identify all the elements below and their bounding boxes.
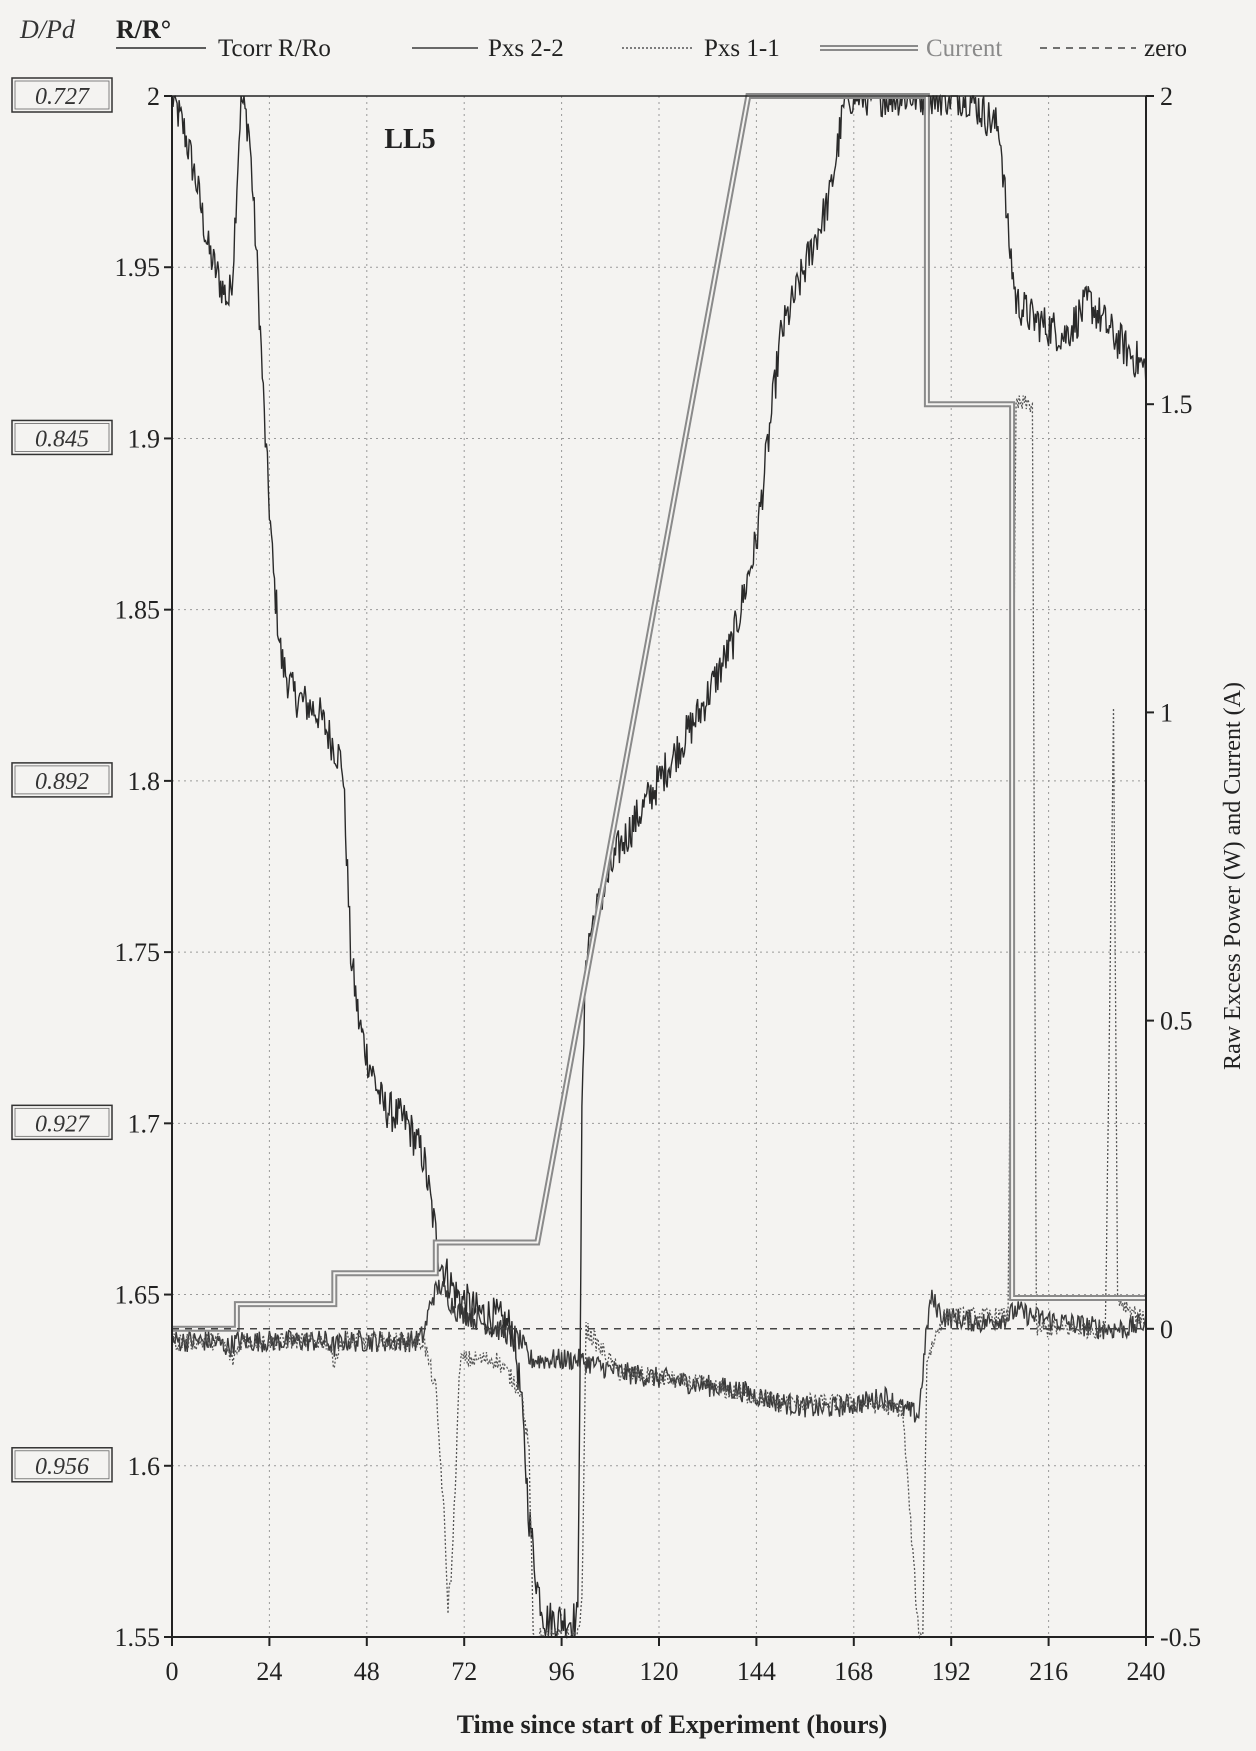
y-left-tick-label: 1.65 — [115, 1281, 161, 1310]
legend-zero-label: zero — [1144, 35, 1187, 62]
x-tick-label: 240 — [1127, 1657, 1166, 1686]
y-right-tick-label: 0 — [1160, 1315, 1173, 1344]
dpd-label: 0.892 — [35, 769, 89, 795]
x-tick-label: 216 — [1029, 1657, 1068, 1686]
y-right-tick-label: 2 — [1160, 82, 1173, 111]
y-right-tick-label: -0.5 — [1160, 1623, 1201, 1652]
x-tick-label: 96 — [549, 1657, 575, 1686]
y-left-tick-label: 1.85 — [115, 596, 161, 625]
legend-pxs-2-2-label: Pxs 2-2 — [488, 35, 564, 62]
dpd-box — [11, 77, 113, 113]
x-tick-label: 192 — [932, 1657, 971, 1686]
dpd-box — [11, 419, 113, 456]
y-left-tick-label: 1.7 — [128, 1109, 161, 1138]
dpd-box-inner — [14, 1450, 110, 1480]
grid-layer — [172, 96, 1146, 1637]
y-left-tick-label: 1.6 — [128, 1452, 161, 1481]
series-pxs-2-2-line — [171, 1279, 1147, 1423]
x-tick-label: 24 — [256, 1657, 282, 1686]
x-tick-label: 120 — [640, 1657, 679, 1686]
dpd-box-inner — [14, 1107, 110, 1137]
dpd-box — [11, 1447, 113, 1483]
legend-current-label: Current — [926, 35, 1002, 62]
series-current-line-inner — [172, 95, 1146, 1330]
x-tick-label: 144 — [737, 1657, 776, 1686]
x-tick-label: 0 — [166, 1657, 179, 1686]
y-right-tick-label: 1 — [1160, 698, 1173, 727]
dpd-box — [11, 1104, 113, 1141]
y-left-tick-label: 1.55 — [115, 1623, 161, 1652]
legend-pxs-1-1-label: Pxs 1-1 — [704, 35, 780, 62]
x-tick-label: 72 — [451, 1657, 477, 1686]
dpd-box-inner — [14, 80, 110, 110]
dpd-box-inner — [14, 765, 110, 795]
y-left-tick-label: 1.75 — [115, 938, 161, 967]
y-left-tick-label: 1.95 — [115, 253, 161, 282]
y-left-tick-label: 1.8 — [128, 767, 161, 796]
dpd-box-inner — [14, 423, 110, 452]
dpd-label: 0.956 — [35, 1454, 89, 1480]
dpd-header: D/Pd — [19, 15, 76, 44]
rr-header: R/R° — [116, 15, 171, 44]
x-tick-label: 168 — [834, 1657, 873, 1686]
axes-layer: 0 24 48 72 96 120 144 168 192 216 2401.551.61.651.… — [115, 82, 1202, 1686]
dpd-label: 0.727 — [35, 84, 90, 110]
y-right-tick-label: 0.5 — [1160, 1007, 1193, 1036]
legend-tcorr-r-ro-label: Tcorr R/Ro — [218, 35, 331, 62]
x-axis-label: Time since start of Experiment (hours) — [457, 1710, 888, 1739]
y-right-tick-label: 1.5 — [1160, 390, 1193, 419]
y-right-axis-label: Raw Excess Power (W) and Current (A) — [1220, 682, 1246, 1070]
dpd-box — [11, 762, 113, 798]
x-tick-label: 48 — [354, 1657, 380, 1686]
y-left-tick-label: 1.9 — [128, 424, 161, 453]
series-current-line — [172, 93, 1146, 1332]
dpd-label: 0.845 — [35, 426, 89, 452]
label-layer: D/Pd R/R° LL5 Time since start of Experi… — [11, 15, 1246, 1739]
chart-title: LL5 — [384, 124, 435, 155]
dpd-label: 0.927 — [35, 1111, 90, 1137]
legend: Tcorr R/Ro Pxs 2-2 Pxs 1-1 Current zero — [116, 35, 1187, 62]
y-left-tick-label: 2 — [147, 82, 160, 111]
